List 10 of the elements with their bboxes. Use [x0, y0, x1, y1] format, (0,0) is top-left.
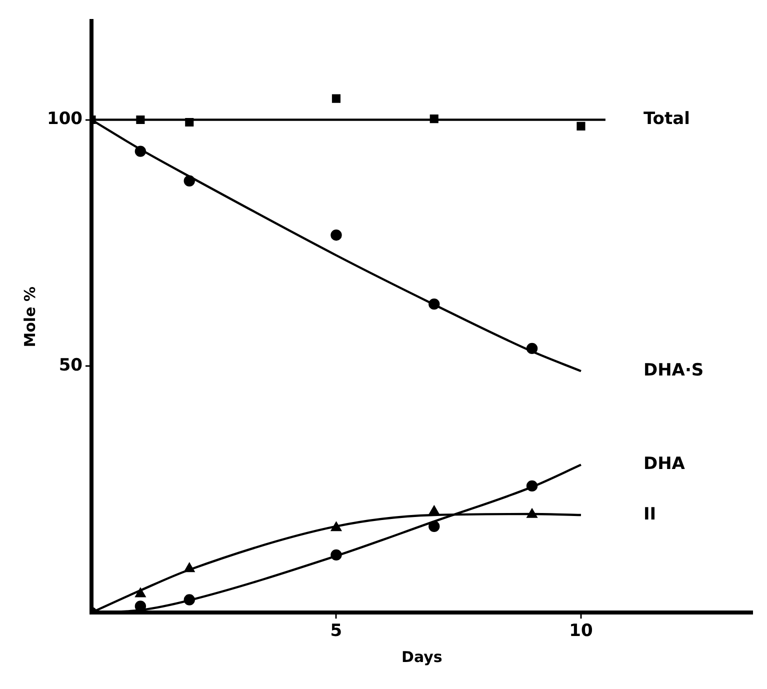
- text: DHA·S: [643, 360, 704, 381]
- text: Total: [643, 109, 690, 130]
- text: II: [643, 504, 656, 524]
- x-tick-label: 10: [569, 621, 593, 642]
- y-axis-title: Mole %: [20, 286, 39, 348]
- y-tick-label: 100: [46, 109, 83, 130]
- x-axis-title: Days: [401, 648, 442, 666]
- text: DHA: [643, 454, 686, 474]
- x-tick-label: 5: [330, 621, 342, 642]
- y-tick-label: 50: [58, 356, 83, 376]
